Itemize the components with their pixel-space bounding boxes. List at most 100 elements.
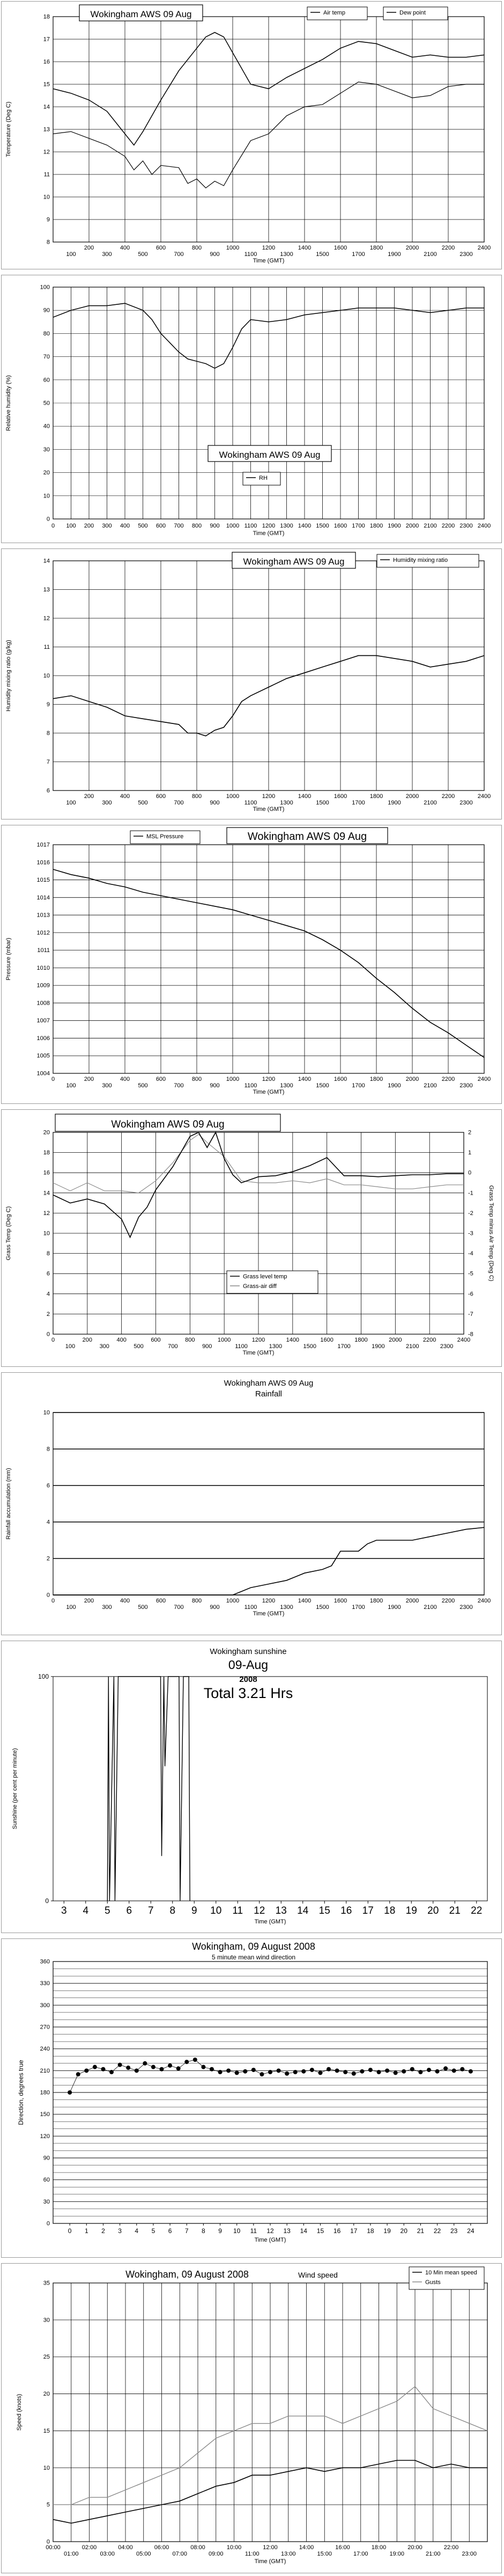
legend-label: Grass-air diff bbox=[243, 1283, 277, 1290]
y-tick-label: 12 bbox=[43, 149, 50, 156]
x-tick-label: 21:00 bbox=[426, 2551, 441, 2557]
y-tick-label: 1013 bbox=[37, 912, 50, 919]
x-tick-label: 500 bbox=[138, 1604, 147, 1611]
chart-title-box bbox=[207, 445, 332, 462]
panel-wind-speed: 0 5 10 15 20 25 30 35 00:00 02:00 04:00 06:00 08:00 1… bbox=[1, 2263, 502, 2573]
y-tick-label: 100 bbox=[38, 1673, 49, 1680]
x-tick-label: 600 bbox=[156, 523, 166, 529]
x-tick-label: 1500 bbox=[316, 1604, 329, 1611]
legend-label: Grass level temp bbox=[243, 1274, 287, 1280]
legend-dew-point-box bbox=[383, 6, 448, 20]
x-tick-label: 1800 bbox=[370, 523, 383, 529]
y-tick-label: 300 bbox=[40, 2002, 50, 2009]
x-tick-label: 1600 bbox=[320, 1337, 333, 1343]
y-tick-label: 1014 bbox=[37, 895, 50, 901]
x-tick-label: 0 bbox=[51, 1598, 55, 1604]
x-tick-label: 600 bbox=[156, 1076, 166, 1082]
x-tick-label: 900 bbox=[210, 523, 219, 529]
wind-direction-point bbox=[393, 2070, 398, 2075]
x-tick-label: 1300 bbox=[280, 523, 293, 529]
x-tick-label: 17:00 bbox=[353, 2551, 368, 2557]
x-tick-label: 200 bbox=[84, 793, 94, 800]
y-axis-label: Temperature (Deg C) bbox=[5, 101, 12, 157]
legend-grass-box bbox=[226, 1270, 318, 1294]
x-tick-label: 1600 bbox=[334, 1076, 347, 1082]
wind-direction-point bbox=[335, 2068, 339, 2073]
wind-direction-point bbox=[101, 2067, 106, 2072]
y-tick-label: 180 bbox=[40, 2090, 50, 2096]
x-tick-label: 14 bbox=[300, 2227, 308, 2235]
y2-tick-label: 0 bbox=[468, 1170, 471, 1176]
y-tick-label: 1011 bbox=[37, 947, 50, 954]
x-tick-label: 0 bbox=[68, 2227, 72, 2235]
series-msl-pressure bbox=[53, 869, 485, 1058]
y-tick-label: 270 bbox=[40, 2024, 50, 2031]
x-tick-label: 1700 bbox=[337, 1343, 350, 1350]
x-tick-label: 05:00 bbox=[136, 2551, 151, 2557]
x-tick-label: 1000 bbox=[218, 1337, 231, 1343]
x-tick-label: 500 bbox=[138, 800, 147, 806]
x-tick-label: 12 bbox=[254, 1905, 265, 1916]
x-tick-label: 5 bbox=[152, 2227, 155, 2235]
y-tick-label: 20 bbox=[43, 1130, 50, 1136]
x-tick-label: 700 bbox=[174, 1082, 183, 1089]
series-mean-speed bbox=[53, 2460, 487, 2524]
series-dew-point bbox=[53, 82, 484, 188]
x-tick-label: 11:00 bbox=[245, 2551, 260, 2557]
x-tick-label: 700 bbox=[174, 1604, 183, 1611]
wind-direction-point bbox=[460, 2067, 465, 2072]
y-tick-label: 10 bbox=[43, 1410, 50, 1416]
plot-frame bbox=[53, 1676, 488, 1901]
x-tick-label: 14 bbox=[297, 1905, 309, 1916]
wind-direction-point bbox=[418, 2070, 423, 2075]
x-tick-label: 700 bbox=[168, 1343, 177, 1350]
y-axis-label: Relative humidity (%) bbox=[5, 375, 12, 431]
x-tick-label: 1600 bbox=[334, 245, 347, 251]
x-tick-label: 23 bbox=[450, 2227, 458, 2235]
x-tick-label: 15 bbox=[317, 2227, 324, 2235]
x-tick-label: 21 bbox=[449, 1905, 461, 1916]
x-tick-label: 1800 bbox=[370, 1598, 383, 1604]
y-tick-label: 14 bbox=[43, 104, 50, 111]
x-tick-label: 300 bbox=[102, 523, 112, 529]
y-tick-label: 7 bbox=[47, 759, 50, 765]
x-tick-label: 1000 bbox=[226, 245, 239, 251]
x-tick-label: 100 bbox=[66, 1604, 76, 1611]
y-axis-label: Grass Temp (Deg C) bbox=[5, 1206, 12, 1261]
x-tick-label: 800 bbox=[185, 1337, 195, 1343]
x-tick-label: 20:00 bbox=[407, 2544, 423, 2551]
x-tick-label: 1700 bbox=[352, 1082, 365, 1089]
x-tick-label: 900 bbox=[210, 1082, 219, 1089]
x-tick-label: 1100 bbox=[244, 800, 257, 806]
x-tick-label: 2400 bbox=[457, 1337, 470, 1343]
wind-direction-point bbox=[385, 2068, 390, 2073]
y-tick-label: 1015 bbox=[37, 877, 50, 883]
x-tick-label: 800 bbox=[192, 523, 202, 529]
x-tick-label: 22 bbox=[471, 1905, 482, 1916]
panel-mixing-ratio: 6 7 8 9 10 11 12 13 14 200 400 600 800 1000 1200 1400 16… bbox=[1, 548, 502, 819]
x-tick-label: 16 bbox=[340, 1905, 352, 1916]
x-tick-label: 23:00 bbox=[462, 2551, 477, 2557]
panel-pressure: 1004 1005 1006 1007 1008 1009 1010 1011 1012 1013… bbox=[1, 825, 502, 1104]
x-axis-label: Time (GMT) bbox=[255, 1919, 286, 1925]
x-tick-label: 0 bbox=[51, 523, 55, 529]
x-tick-label: 06:00 bbox=[154, 2544, 169, 2551]
chart-total: Total 3.21 Hrs bbox=[204, 1685, 293, 1701]
y-tick-label: 70 bbox=[43, 354, 50, 360]
y-tick-label: 150 bbox=[40, 2111, 50, 2118]
x-tick-label: 600 bbox=[151, 1337, 160, 1343]
x-tick-label: 400 bbox=[120, 245, 130, 251]
x-tick-label: 10 bbox=[210, 1905, 221, 1916]
x-tick-label: 6 bbox=[126, 1905, 132, 1916]
y-axis-label: Speed (knots) bbox=[16, 2394, 23, 2431]
y-tick-label: 17 bbox=[43, 36, 50, 43]
chart-title: Wokingham, 09 August 2008 bbox=[125, 2269, 249, 2280]
plot-frame bbox=[53, 16, 485, 243]
wind-direction-point bbox=[301, 2069, 306, 2074]
wind-direction-point bbox=[260, 2072, 264, 2077]
y-axis-label: Sunshine (per cent per minute) bbox=[12, 1748, 18, 1829]
x-axis-label: Time (GMT) bbox=[253, 1089, 285, 1095]
x-tick-label: 200 bbox=[84, 1076, 94, 1082]
y-tick-label: 120 bbox=[40, 2133, 50, 2140]
